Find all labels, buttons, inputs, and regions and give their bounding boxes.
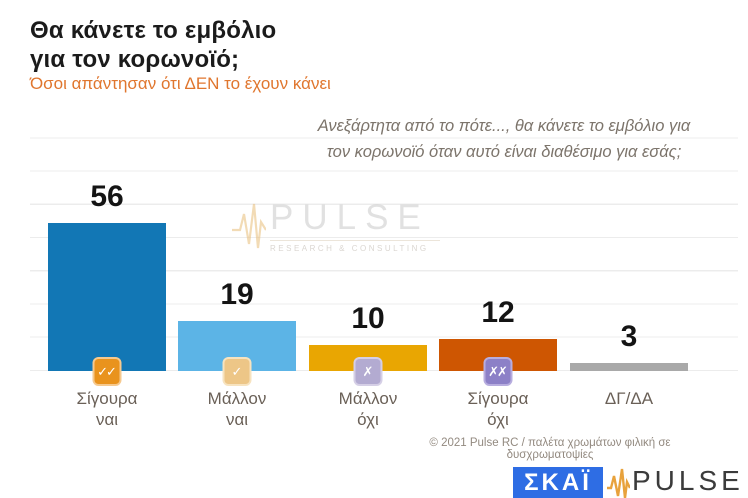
category-label: Μάλλον ναι: [207, 389, 267, 429]
value-label: 19: [220, 277, 254, 311]
double-x-badge-icon: ✗✗: [483, 357, 513, 386]
pulse-logo-text: PULSE: [632, 465, 744, 496]
pulse-logo: PULSE: [606, 466, 744, 498]
value-label: 12: [481, 296, 515, 330]
bar-column-mallon-nai: 19 ✓ Μάλλον ναι: [172, 277, 302, 429]
category-label: Μάλλον όχι: [338, 389, 398, 429]
watermark-divider: [270, 240, 440, 241]
category-label: Σίγουρα ναι: [76, 389, 138, 429]
x-badge-icon: ✗: [353, 357, 383, 386]
category-label: Σίγουρα όχι: [467, 389, 529, 429]
bar: [48, 223, 166, 371]
bar-chart: 56 ✓✓ Σίγουρα ναι 19 ✓ Μάλλον ναι 10 ✗ Μ…: [30, 105, 738, 429]
value-label: 10: [351, 301, 385, 335]
skai-logo: ΣΚΑΪ: [513, 467, 603, 498]
category-label: ΔΓ/ΔΑ: [604, 389, 654, 408]
bar-column-sigoura-nai: 56 ✓✓ Σίγουρα ναι: [42, 180, 172, 429]
title-line-2: για τον κορωνοϊό;: [30, 46, 240, 73]
survey-question: Ανεξάρτητα από το πότε..., θα κάνετε το …: [290, 113, 718, 165]
watermark-brand: PULSE: [270, 198, 430, 237]
bar: [570, 363, 688, 371]
watermark-tagline: RESEARCH & CONSULTING: [270, 244, 429, 253]
check-badge-icon: ✓: [222, 357, 252, 386]
double-check-badge-icon: ✓✓: [92, 357, 122, 386]
question-line-1: Ανεξάρτητα από το πότε..., θα κάνετε το …: [317, 117, 691, 135]
value-label: 3: [620, 320, 638, 354]
question-line-2: τον κορωνοϊό όταν αυτό είναι διαθέσιμο γ…: [326, 143, 682, 161]
bar-column-dg-da: 3 ΔΓ/ΔΑ: [564, 320, 694, 408]
page-subtitle: Όσοι απάντησαν ότι ΔΕΝ το έχουν κάνει: [30, 74, 331, 93]
title-line-1: Θα κάνετε το εμβόλιο: [30, 17, 277, 44]
copyright-credit: © 2021 Pulse RC / παλέτα χρωμάτων φιλική…: [429, 437, 671, 461]
page-title: Θα κάνετε το εμβόλιο για τον κορωνοϊό;: [30, 16, 276, 74]
pulse-logo-waveform-icon: [607, 468, 630, 498]
pulse-waveform-icon: [232, 203, 266, 248]
bar-column-mallon-ochi: 10 ✗ Μάλλον όχι: [303, 301, 433, 429]
value-label: 56: [90, 180, 124, 214]
bar-column-sigoura-ochi: 12 ✗✗ Σίγουρα όχι: [433, 296, 563, 429]
pulse-watermark: PULSE RESEARCH & CONSULTING: [232, 198, 440, 253]
